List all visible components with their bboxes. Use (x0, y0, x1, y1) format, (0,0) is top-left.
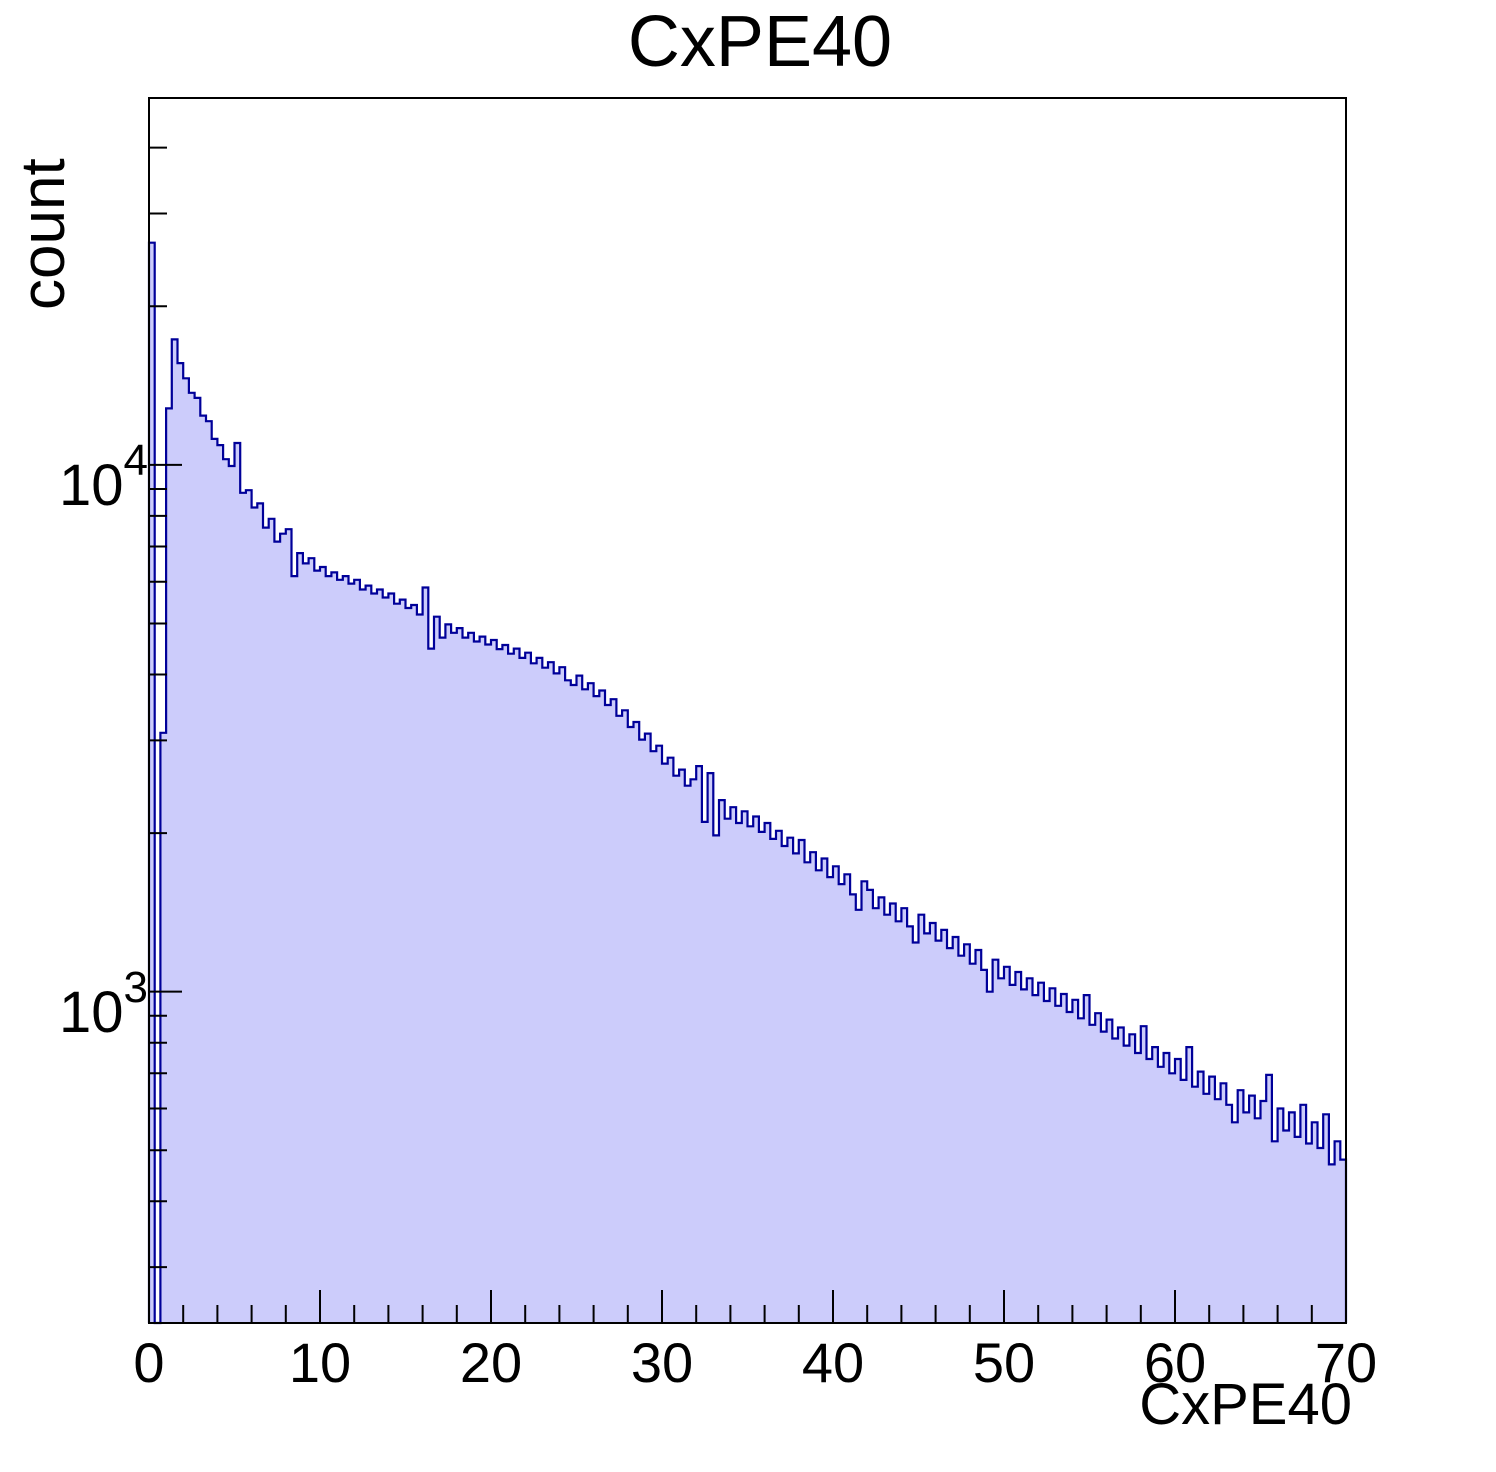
x-tick-label: 20 (460, 1331, 522, 1394)
chart-title: CxPE40 (628, 2, 892, 82)
y-axis-title: count (9, 158, 78, 310)
plot-frame (148, 97, 1347, 1324)
histogram-outline (147, 241, 1348, 1325)
y-tick-label-exponent: 4 (124, 436, 148, 485)
x-tick-label: 30 (631, 1331, 693, 1394)
y-axis-tick-labels: 103 104 (59, 436, 148, 1045)
x-tick-label: 50 (973, 1331, 1035, 1394)
x-axis-title: CxPE40 (1139, 1372, 1352, 1437)
y-tick-label-exponent: 3 (124, 963, 148, 1012)
x-tick-label: 70 (1315, 1331, 1377, 1394)
x-tick-label: 60 (1144, 1331, 1206, 1394)
x-axis-ticks (148, 1290, 1347, 1323)
y-axis-ticks (149, 146, 182, 1269)
x-axis-tick-labels: 0 10 20 30 40 50 60 70 (133, 1331, 1377, 1394)
y-tick-label: 103 (59, 963, 148, 1045)
x-tick-label: 0 (133, 1331, 164, 1394)
histogram-fill-area (149, 242, 1346, 1324)
x-tick-label: 10 (289, 1331, 351, 1394)
x-tick-label: 40 (802, 1331, 864, 1394)
y-tick-label: 104 (59, 436, 148, 518)
